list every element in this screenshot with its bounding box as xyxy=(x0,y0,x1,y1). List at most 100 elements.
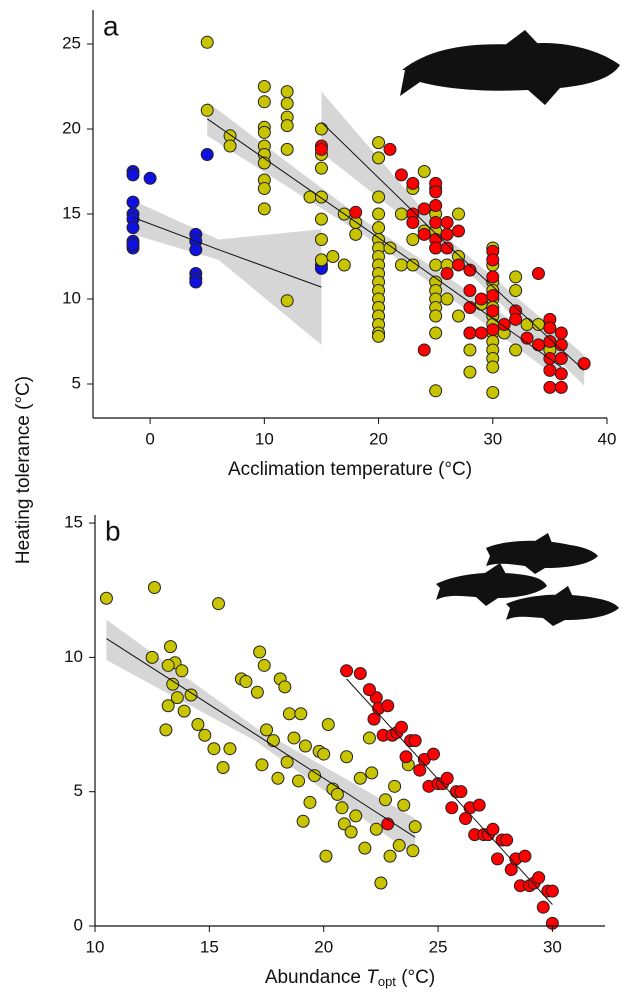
data-point xyxy=(367,712,381,726)
data-point xyxy=(340,664,354,678)
y-tick-label: 10 xyxy=(64,647,83,666)
x-axis-label: Abundance Topt (°C) xyxy=(265,967,435,989)
data-point xyxy=(394,207,408,221)
x-label-unit: (°C) xyxy=(396,967,435,988)
data-point xyxy=(531,267,545,280)
data-point xyxy=(388,779,402,793)
data-point xyxy=(184,688,198,702)
data-point xyxy=(491,852,505,866)
data-point xyxy=(440,227,454,241)
data-point xyxy=(314,233,328,246)
data-point xyxy=(372,207,386,221)
y-tick-label: 5 xyxy=(72,373,81,392)
data-point xyxy=(509,270,523,284)
data-point xyxy=(216,761,230,775)
data-point xyxy=(472,798,486,812)
data-point xyxy=(126,221,140,235)
data-point xyxy=(280,119,294,133)
y-tick-label: 15 xyxy=(62,203,81,222)
data-point xyxy=(408,820,422,834)
data-point xyxy=(372,190,386,204)
x-tick-label: 20 xyxy=(314,937,333,956)
data-point xyxy=(474,292,488,306)
data-point xyxy=(99,591,113,605)
fit-line xyxy=(321,121,585,371)
data-point xyxy=(417,202,431,216)
data-point xyxy=(429,309,443,323)
data-point xyxy=(177,704,191,718)
data-point xyxy=(161,658,175,672)
data-point xyxy=(287,731,301,745)
data-point xyxy=(383,849,397,863)
data-point xyxy=(394,258,408,272)
data-point xyxy=(440,292,454,306)
data-point xyxy=(454,785,468,799)
x-axis-label: Acclimation temperature (°C) xyxy=(228,459,472,480)
data-point xyxy=(340,750,354,764)
data-point xyxy=(292,774,306,788)
data-point xyxy=(257,125,271,139)
data-point xyxy=(260,723,274,737)
data-point xyxy=(543,380,557,394)
data-point xyxy=(463,284,477,297)
data-point xyxy=(362,683,376,697)
data-point xyxy=(417,227,431,241)
data-point xyxy=(369,822,383,836)
data-point xyxy=(426,747,440,761)
data-point xyxy=(417,165,431,178)
x-label-subscript: opt xyxy=(378,974,396,989)
x-tick-label: 30 xyxy=(543,937,562,956)
data-point xyxy=(486,253,500,267)
data-point xyxy=(200,148,214,161)
data-point xyxy=(577,357,591,371)
data-point xyxy=(486,304,500,318)
data-point xyxy=(445,801,459,815)
data-point xyxy=(365,766,379,780)
data-point xyxy=(207,742,221,756)
fit-line xyxy=(346,678,553,905)
y-tick-label: 5 xyxy=(74,781,83,800)
data-point xyxy=(372,136,386,150)
y-tick-label: 0 xyxy=(74,915,83,934)
data-point xyxy=(406,258,420,272)
data-point xyxy=(554,326,568,340)
data-point xyxy=(250,685,264,699)
data-point xyxy=(189,275,203,289)
data-point xyxy=(257,95,271,109)
data-point xyxy=(362,731,376,745)
data-point xyxy=(554,380,568,394)
x-tick-label: 10 xyxy=(86,937,105,956)
data-point xyxy=(531,338,545,352)
x-tick-label: 0 xyxy=(145,429,154,448)
data-point xyxy=(486,822,500,836)
data-point xyxy=(417,343,431,357)
data-point xyxy=(383,241,397,255)
data-point xyxy=(314,161,328,175)
data-point xyxy=(170,691,184,705)
data-point xyxy=(463,326,477,340)
x-label-variable: T xyxy=(366,967,379,988)
data-point xyxy=(452,207,466,221)
data-point xyxy=(223,139,237,153)
data-point xyxy=(271,771,285,785)
y-tick-label: 10 xyxy=(62,288,81,307)
x-tick-label: 40 xyxy=(598,429,617,448)
data-point xyxy=(543,335,557,348)
data-point xyxy=(257,658,271,672)
data-point xyxy=(257,182,271,195)
data-point xyxy=(372,151,386,165)
data-point xyxy=(321,718,335,732)
data-point xyxy=(429,199,443,212)
y-axis-label: Heating tolerance (°C) xyxy=(13,376,34,564)
data-point xyxy=(211,597,225,611)
data-point xyxy=(520,318,534,331)
data-point xyxy=(298,739,312,753)
data-point xyxy=(314,253,328,267)
data-point xyxy=(257,80,271,93)
data-point xyxy=(143,171,157,185)
data-point xyxy=(280,294,294,308)
data-point xyxy=(458,812,472,826)
data-point xyxy=(159,723,173,737)
data-point xyxy=(200,103,214,117)
data-point xyxy=(463,263,477,277)
